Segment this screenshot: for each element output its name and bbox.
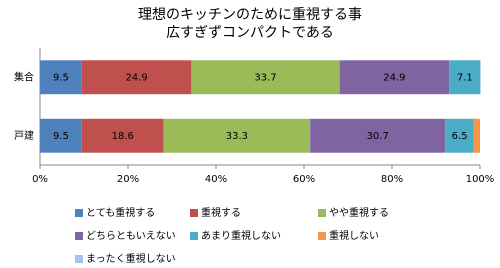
value-label: 33.7 [254, 72, 276, 83]
bar-segment [191, 60, 340, 95]
value-label: 7.1 [457, 72, 473, 83]
legend-label: やや重視する [329, 206, 389, 219]
bar-segment [339, 60, 450, 95]
legend-swatch [75, 232, 83, 240]
value-label: 18.6 [112, 131, 134, 142]
legend-swatch [190, 209, 198, 217]
value-label: 24.9 [125, 72, 147, 83]
x-tick-label: 100% [466, 174, 495, 185]
legend-swatch [318, 209, 326, 217]
bar-segment [40, 60, 82, 95]
legend-label: どちらともいえない [86, 230, 176, 242]
value-label: 9.5 [53, 72, 69, 83]
legend-swatch [75, 209, 83, 217]
legend-label: とても重視する [86, 206, 155, 219]
bar-segment [81, 118, 164, 153]
chart-title: 広すぎずコンパクトである [166, 25, 334, 41]
x-tick-label: 40% [205, 174, 227, 185]
y-tick-label: 集合 [14, 70, 34, 83]
value-label: 30.7 [367, 131, 389, 142]
x-tick-label: 0% [32, 174, 48, 185]
legend-label: あまり重視しない [201, 229, 281, 242]
bar-segment [163, 118, 311, 153]
value-label: 24.9 [383, 72, 405, 83]
chart-title: 理想のキッチンのために重視する事 [138, 7, 362, 23]
legend-swatch [190, 232, 198, 240]
bar-segment [445, 118, 474, 153]
legend-swatch [75, 255, 83, 263]
legend-label: 重視しない [329, 229, 379, 242]
value-label: 6.5 [452, 131, 468, 142]
bar-segment [310, 118, 446, 153]
x-tick-label: 60% [293, 174, 315, 185]
value-label: 9.5 [53, 131, 69, 142]
legend-label: まったく重視しない [86, 252, 176, 265]
bar-segment [473, 118, 480, 153]
y-tick-label: 戸建 [14, 129, 34, 142]
bar-segment [449, 60, 481, 95]
x-tick-label: 80% [381, 174, 403, 185]
legend-label: 重視する [201, 206, 241, 219]
x-tick-label: 20% [117, 174, 139, 185]
legend-swatch [318, 232, 326, 240]
bar-segment [81, 60, 192, 95]
bar-segment [40, 118, 82, 153]
value-label: 33.3 [226, 131, 248, 142]
